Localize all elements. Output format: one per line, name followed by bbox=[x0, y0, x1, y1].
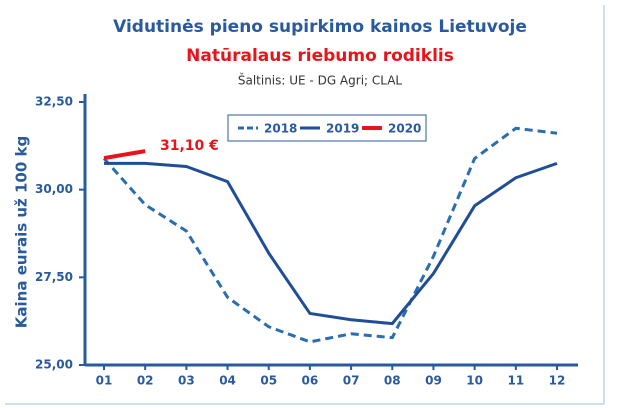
y-tick-label: 32,50 bbox=[35, 95, 73, 109]
x-tick-label: 01 bbox=[96, 374, 113, 388]
x-tick-label: 10 bbox=[466, 374, 483, 388]
legend-box bbox=[227, 114, 427, 142]
y-tick-label: 25,00 bbox=[35, 358, 73, 372]
series-line bbox=[103, 149, 146, 161]
legend-label: 2018 bbox=[264, 122, 297, 136]
x-tick-label: 07 bbox=[343, 374, 360, 388]
series-line bbox=[102, 126, 558, 344]
chart-title: Vidutinės pieno supirkimo kainos Lietuvo… bbox=[113, 17, 527, 37]
annotation: 31,10 € bbox=[160, 138, 219, 154]
x-tick-label: 11 bbox=[507, 374, 524, 388]
x-tick-label: 12 bbox=[549, 374, 566, 388]
chart-subtitle: Natūralaus riebumo rodiklis bbox=[186, 46, 454, 66]
legend-label: 2020 bbox=[388, 122, 421, 136]
legend-label: 2019 bbox=[326, 122, 359, 136]
source: Šaltinis: UE - DG Agri; CLAL bbox=[238, 73, 403, 88]
x-tick-label: 05 bbox=[260, 374, 277, 388]
y-tick-label: 27,50 bbox=[35, 270, 73, 284]
y-tick-label: 30,00 bbox=[35, 182, 73, 196]
x-tick-label: 08 bbox=[384, 374, 401, 388]
x-tick-label: 03 bbox=[178, 374, 195, 388]
x-tick-label: 06 bbox=[302, 374, 319, 388]
x-tick-label: 02 bbox=[137, 374, 154, 388]
x-tick-label: 09 bbox=[425, 374, 442, 388]
y-axis-label: Kaina eurais už 100 kg bbox=[13, 136, 31, 328]
x-tick-label: 04 bbox=[219, 374, 236, 388]
series-line bbox=[104, 161, 558, 326]
